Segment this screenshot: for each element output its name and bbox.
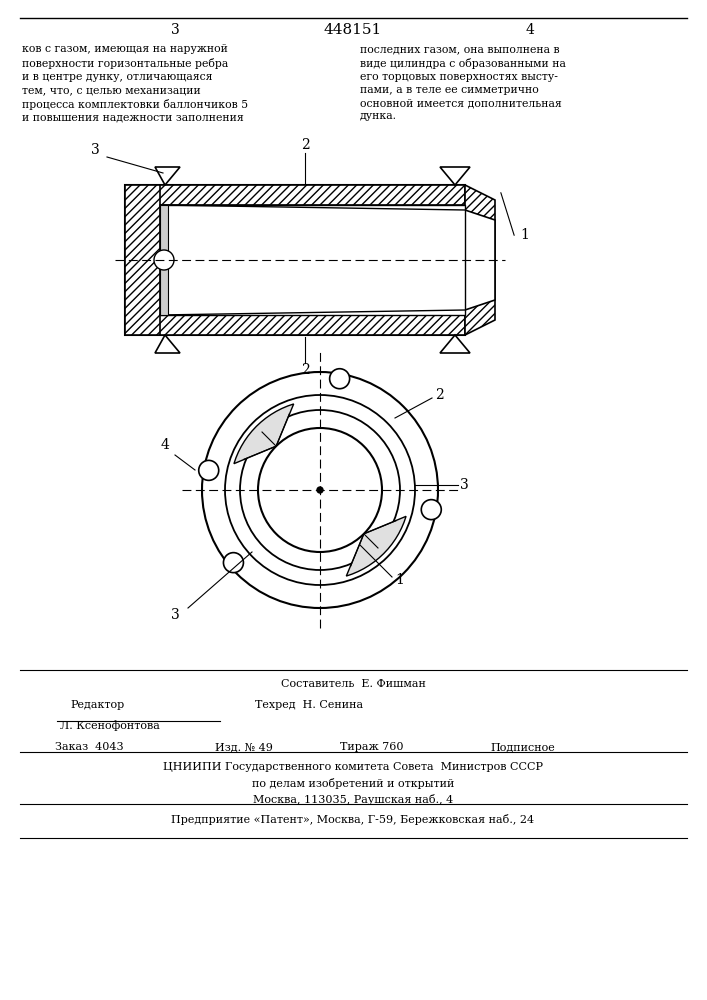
Text: Л. Ксенофонтова: Л. Ксенофонтова [60,720,160,731]
Text: 2: 2 [300,363,310,377]
Text: Предприятие «Патент», Москва, Г-59, Бережковская наб., 24: Предприятие «Патент», Москва, Г-59, Бере… [171,814,534,825]
Circle shape [329,369,350,389]
Circle shape [421,500,441,520]
Polygon shape [440,335,470,353]
Text: по делам изобретений и открытий: по делам изобретений и открытий [252,778,454,789]
Polygon shape [346,516,406,576]
Text: 448151: 448151 [324,23,382,37]
Polygon shape [155,335,180,353]
Polygon shape [125,185,465,205]
Text: Составитель  Е. Фишман: Составитель Е. Фишман [281,679,426,689]
Polygon shape [234,404,293,464]
Text: 3: 3 [170,608,180,622]
Text: 3: 3 [460,478,469,492]
Text: Подписное: Подписное [490,742,555,752]
Polygon shape [465,185,495,335]
Polygon shape [465,210,495,310]
Text: 1: 1 [395,573,404,587]
Circle shape [154,250,174,270]
Text: ЦНИИПИ Государственного комитета Совета  Министров СССР: ЦНИИПИ Государственного комитета Совета … [163,762,543,772]
Circle shape [258,428,382,552]
Text: ков с газом, имеющая на наружной
поверхности горизонтальные ребра
и в центре дун: ков с газом, имеющая на наружной поверхн… [22,44,248,123]
Text: Техред  Н. Сенина: Техред Н. Сенина [255,700,363,710]
Text: последних газом, она выполнена в
виде цилиндра с образованными на
его торцовых п: последних газом, она выполнена в виде ци… [360,44,566,121]
Polygon shape [155,167,180,185]
Bar [125,185,465,335]
Text: 3: 3 [170,23,180,37]
Polygon shape [440,167,470,185]
Text: Редактор: Редактор [70,700,124,710]
Circle shape [317,487,323,493]
Bar [160,205,168,315]
Circle shape [202,372,438,608]
Circle shape [225,395,415,585]
Text: 4: 4 [525,23,534,37]
Text: 1: 1 [520,228,529,242]
Bar [160,205,465,315]
Text: Москва, 113035, Раушская наб., 4: Москва, 113035, Раушская наб., 4 [253,794,453,805]
Text: Заказ  4043: Заказ 4043 [55,742,124,752]
Text: Тираж 760: Тираж 760 [340,742,404,752]
Text: 2: 2 [300,138,310,152]
Text: 4: 4 [160,438,170,452]
Text: 2: 2 [435,388,444,402]
Text: Изд. № 49: Изд. № 49 [215,742,273,752]
Circle shape [223,553,243,573]
Circle shape [199,460,218,480]
Polygon shape [125,315,465,335]
Text: 3: 3 [90,143,100,157]
Polygon shape [125,185,160,335]
Circle shape [240,410,400,570]
